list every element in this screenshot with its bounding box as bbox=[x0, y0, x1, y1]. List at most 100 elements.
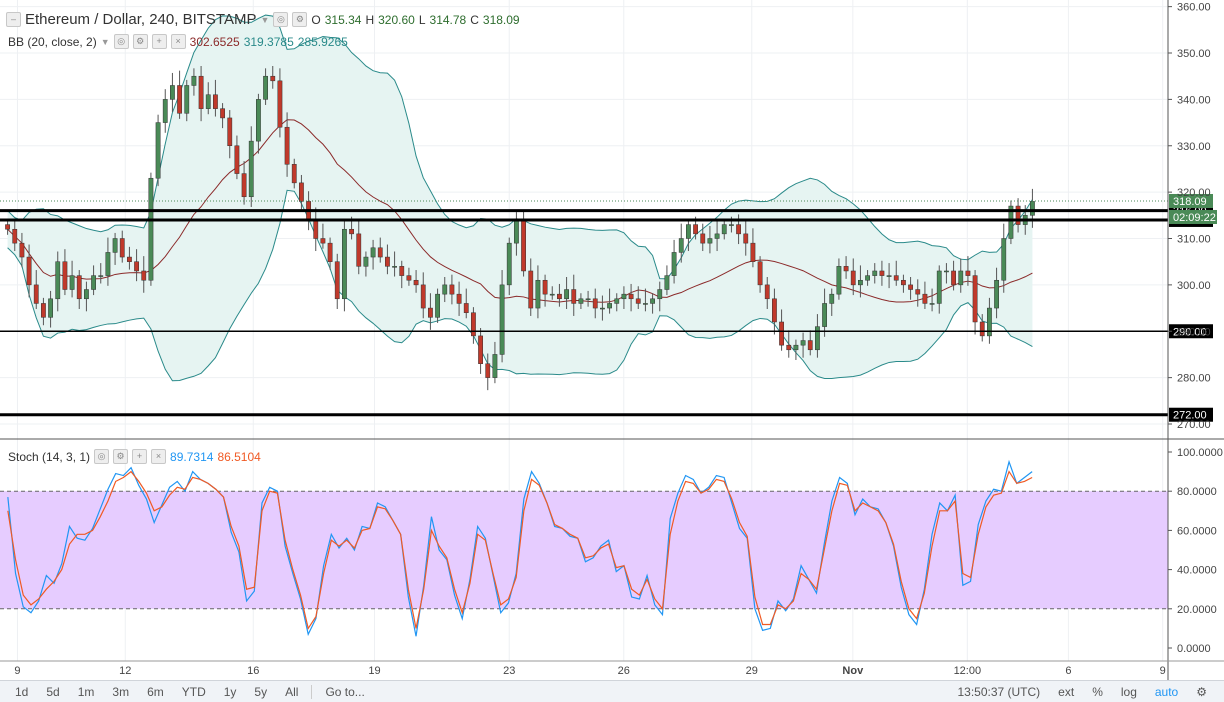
candle-body[interactable] bbox=[772, 298, 777, 323]
candle-body[interactable] bbox=[227, 117, 233, 147]
candle-body[interactable] bbox=[406, 275, 412, 281]
candle-body[interactable] bbox=[901, 279, 906, 286]
candle-body[interactable] bbox=[127, 256, 132, 262]
candle-body[interactable] bbox=[994, 279, 999, 309]
candle-body[interactable] bbox=[614, 298, 620, 304]
candle-body[interactable] bbox=[485, 363, 491, 378]
candle-body[interactable] bbox=[55, 261, 61, 300]
candle-body[interactable] bbox=[291, 164, 297, 184]
candle-body[interactable] bbox=[363, 256, 369, 267]
candle-body[interactable] bbox=[506, 242, 512, 286]
candle-body[interactable] bbox=[284, 126, 290, 165]
chevron-down-icon[interactable]: ▼ bbox=[260, 14, 270, 25]
candle-body[interactable] bbox=[1015, 205, 1021, 225]
candle-body[interactable] bbox=[370, 247, 376, 258]
stoch-k-line[interactable] bbox=[7, 459, 1033, 637]
candle-body[interactable] bbox=[621, 293, 627, 300]
candle-body[interactable] bbox=[657, 289, 663, 300]
candle-body[interactable] bbox=[162, 99, 168, 123]
candle-body[interactable] bbox=[628, 293, 634, 300]
candle-body[interactable] bbox=[671, 252, 677, 276]
candle-body[interactable] bbox=[26, 256, 32, 286]
candle-body[interactable] bbox=[592, 298, 598, 309]
candle-body[interactable] bbox=[69, 275, 75, 290]
candle-body[interactable] bbox=[972, 275, 978, 323]
candle-body[interactable] bbox=[320, 238, 326, 244]
symbol-title[interactable]: Ethereum / Dollar, 240, BITSTAMP bbox=[25, 11, 257, 28]
candle-body[interactable] bbox=[514, 219, 519, 244]
candle-body[interactable] bbox=[98, 275, 104, 277]
candle-body[interactable] bbox=[155, 122, 161, 179]
candle-body[interactable] bbox=[764, 284, 770, 300]
candle-body[interactable] bbox=[62, 261, 68, 290]
candle-body[interactable] bbox=[607, 303, 612, 309]
candle-body[interactable] bbox=[521, 219, 526, 272]
candle-body[interactable] bbox=[951, 270, 956, 286]
timeframe-3m[interactable]: 3m bbox=[112, 684, 130, 699]
candle-body[interactable] bbox=[385, 256, 390, 267]
candle-body[interactable] bbox=[786, 344, 792, 351]
candle-body[interactable] bbox=[105, 252, 111, 276]
candle-body[interactable] bbox=[714, 233, 720, 239]
candle-body[interactable] bbox=[170, 85, 175, 100]
candle-body[interactable] bbox=[442, 284, 448, 295]
candle-body[interactable] bbox=[134, 261, 139, 272]
candle-body[interactable] bbox=[571, 289, 577, 304]
candle-body[interactable] bbox=[1008, 205, 1014, 239]
candle-body[interactable] bbox=[234, 145, 240, 174]
timeframe-1d[interactable]: 1d bbox=[15, 684, 29, 699]
candle-body[interactable] bbox=[356, 233, 362, 267]
close-icon[interactable]: × bbox=[170, 34, 186, 49]
candle-body[interactable] bbox=[693, 224, 698, 235]
eye-icon[interactable]: ◎ bbox=[273, 12, 289, 27]
candle-body[interactable] bbox=[793, 344, 799, 351]
candle-body[interactable] bbox=[879, 270, 885, 276]
percent-button[interactable]: % bbox=[1092, 684, 1103, 699]
candle-body[interactable] bbox=[1001, 238, 1007, 281]
candle-body[interactable] bbox=[48, 298, 53, 318]
candle-body[interactable] bbox=[413, 279, 419, 286]
timeframe-all[interactable]: All bbox=[285, 684, 299, 699]
stoch-name[interactable]: Stoch (14, 3, 1) bbox=[8, 449, 91, 464]
candle-body[interactable] bbox=[750, 242, 756, 262]
candle-body[interactable] bbox=[1030, 201, 1035, 216]
candle-body[interactable] bbox=[600, 307, 605, 310]
candle-body[interactable] bbox=[33, 284, 39, 304]
candle-body[interactable] bbox=[743, 233, 749, 244]
candle-body[interactable] bbox=[800, 340, 806, 346]
candle-body[interactable] bbox=[76, 275, 82, 300]
stochastic-pane[interactable] bbox=[0, 459, 1168, 637]
candle-body[interactable] bbox=[420, 284, 426, 309]
candle-body[interactable] bbox=[915, 289, 921, 295]
candle-body[interactable] bbox=[334, 261, 340, 300]
candle-body[interactable] bbox=[815, 326, 820, 351]
close-icon[interactable]: × bbox=[151, 449, 167, 464]
candle-body[interactable] bbox=[528, 270, 534, 309]
candle-body[interactable] bbox=[987, 307, 992, 337]
timeframe-6m[interactable]: 6m bbox=[147, 684, 164, 699]
candle-body[interactable] bbox=[700, 233, 706, 244]
ext-button[interactable]: ext bbox=[1058, 684, 1075, 699]
timeframe-1y[interactable]: 1y bbox=[223, 684, 237, 699]
candle-body[interactable] bbox=[585, 298, 591, 301]
candle-body[interactable] bbox=[836, 266, 842, 295]
candle-body[interactable] bbox=[241, 173, 247, 198]
price-axis[interactable]: 360.00 350.00 340.00 330.00 320.00 310.00 300.… bbox=[0, 0, 1224, 680]
settings-icon[interactable]: ⚙ bbox=[113, 449, 129, 464]
candle-body[interactable] bbox=[686, 224, 691, 239]
candle-body[interactable] bbox=[650, 298, 655, 304]
candle-body[interactable] bbox=[471, 312, 476, 337]
candle-body[interactable] bbox=[822, 303, 827, 327]
candle-body[interactable] bbox=[893, 275, 899, 281]
candle-body[interactable] bbox=[843, 266, 849, 272]
candle-body[interactable] bbox=[944, 270, 949, 273]
candle-body[interactable] bbox=[643, 303, 648, 305]
candle-body[interactable] bbox=[499, 284, 505, 355]
candle-body[interactable] bbox=[84, 289, 89, 300]
candle-body[interactable] bbox=[220, 108, 225, 119]
candle-body[interactable] bbox=[922, 293, 928, 304]
gear-icon[interactable]: ⚙ bbox=[1196, 684, 1207, 699]
settings-icon[interactable]: ⚙ bbox=[292, 12, 308, 27]
candle-body[interactable] bbox=[850, 270, 856, 286]
